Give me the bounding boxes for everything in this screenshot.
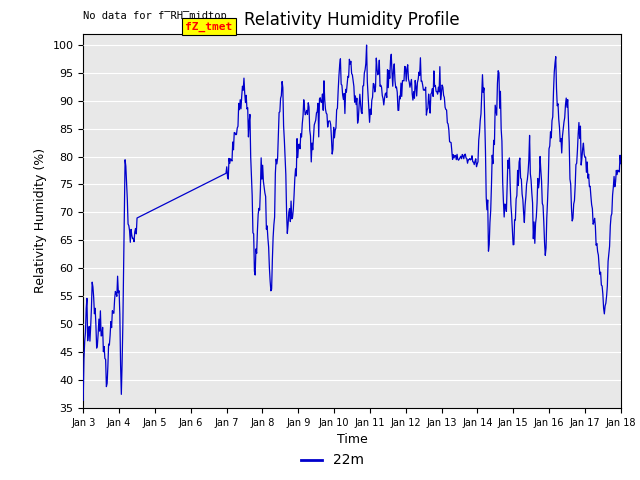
Y-axis label: Relativity Humidity (%): Relativity Humidity (%) <box>34 148 47 293</box>
Title: Relativity Humidity Profile: Relativity Humidity Profile <box>244 11 460 29</box>
Text: fZ_tmet: fZ_tmet <box>186 22 232 32</box>
Text: No data for f̅RH̅midtop: No data for f̅RH̅midtop <box>83 11 227 21</box>
Legend: 22m: 22m <box>296 448 370 473</box>
X-axis label: Time: Time <box>337 433 367 446</box>
